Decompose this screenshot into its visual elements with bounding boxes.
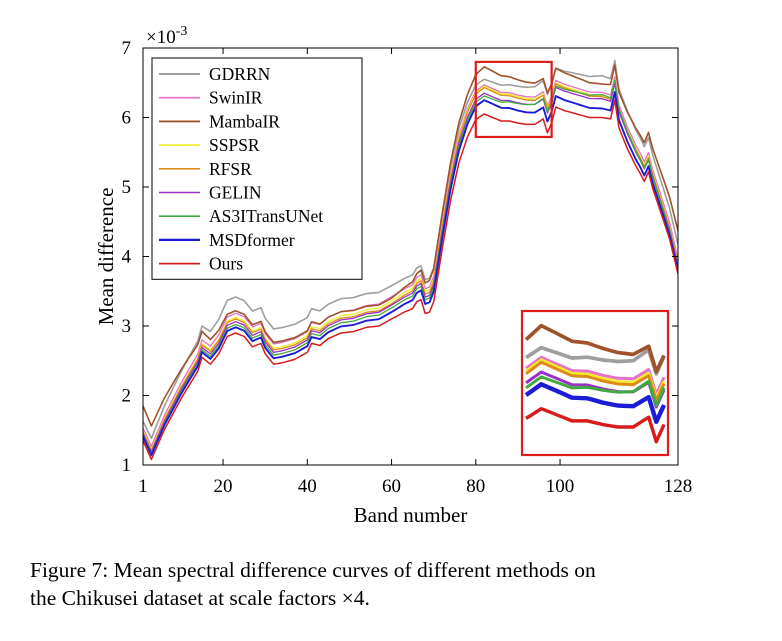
y-tick-label: 3 bbox=[122, 316, 132, 337]
legend-label-sspsr: SSPSR bbox=[209, 135, 260, 155]
series-line-gelin bbox=[143, 82, 678, 453]
legend-label-as3itransunet: AS3ITransUNet bbox=[209, 206, 323, 226]
caption-line-1: Figure 7: Mean spectral difference curve… bbox=[30, 558, 596, 582]
x-tick-label: 20 bbox=[214, 476, 233, 497]
zoom-line-sspsr bbox=[525, 358, 666, 400]
y-tick-label: 4 bbox=[122, 247, 132, 268]
series-line-ours bbox=[143, 99, 678, 461]
x-tick-label: 128 bbox=[664, 476, 693, 497]
x-tick-label: 1 bbox=[138, 476, 148, 497]
legend-label-msdformer: MSDformer bbox=[209, 230, 295, 250]
zoom-inset-frame bbox=[520, 309, 670, 457]
zoom-line-mambair bbox=[524, 323, 666, 374]
legend-label-rfsr: RFSR bbox=[209, 159, 252, 179]
series-line-gdrrn bbox=[143, 59, 678, 440]
y-tick-label: 1 bbox=[122, 455, 132, 476]
legend-label-mambair: MambaIR bbox=[209, 111, 280, 131]
y-scale-multiplier: ×10-3 bbox=[146, 24, 187, 48]
zoom-line-gdrrn bbox=[524, 345, 666, 376]
y-tick-label: 7 bbox=[122, 38, 132, 59]
legend-label-gdrrn: GDRRN bbox=[209, 64, 271, 84]
x-tick-label: 80 bbox=[466, 476, 485, 497]
series-line-as3itransunet bbox=[143, 79, 678, 455]
x-tick-label: 100 bbox=[546, 476, 575, 497]
zoom-inset-lines bbox=[524, 323, 666, 444]
zoom-line-msdformer bbox=[524, 382, 666, 424]
series-line-swinir bbox=[143, 76, 678, 447]
series-line-mambair bbox=[143, 64, 678, 427]
zoom-region-box bbox=[474, 60, 553, 139]
caption-line-2: the Chikusei dataset at scale factors ×4… bbox=[30, 586, 370, 610]
zoom-line-swinir bbox=[525, 355, 666, 396]
y-tick-label: 6 bbox=[122, 108, 132, 129]
series-line-msdformer bbox=[143, 91, 678, 457]
series-line-rfsr bbox=[143, 80, 678, 452]
zoom-line-rfsr bbox=[525, 360, 666, 402]
x-tick-label: 60 bbox=[382, 476, 401, 497]
legend-label-gelin: GELIN bbox=[209, 183, 262, 203]
x-axis-title: Band number bbox=[354, 503, 468, 527]
x-tick-label: 40 bbox=[298, 476, 317, 497]
y-tick-label: 5 bbox=[122, 177, 132, 198]
legend-label-ours: Ours bbox=[209, 254, 243, 274]
figure-caption: Figure 7: Mean spectral difference curve… bbox=[30, 556, 770, 612]
zoom-line-as3itransunet bbox=[525, 375, 666, 407]
y-tick-label: 2 bbox=[122, 386, 132, 407]
zoom-line-ours bbox=[525, 406, 666, 444]
legend-label-swinir: SwinIR bbox=[209, 88, 263, 108]
line-chart: 1 20 40 60 80 100 128 1 2 3 4 5 6 7 ×10-3 Band number Me… bbox=[94, 24, 693, 527]
y-axis-title: Mean difference bbox=[94, 188, 118, 326]
